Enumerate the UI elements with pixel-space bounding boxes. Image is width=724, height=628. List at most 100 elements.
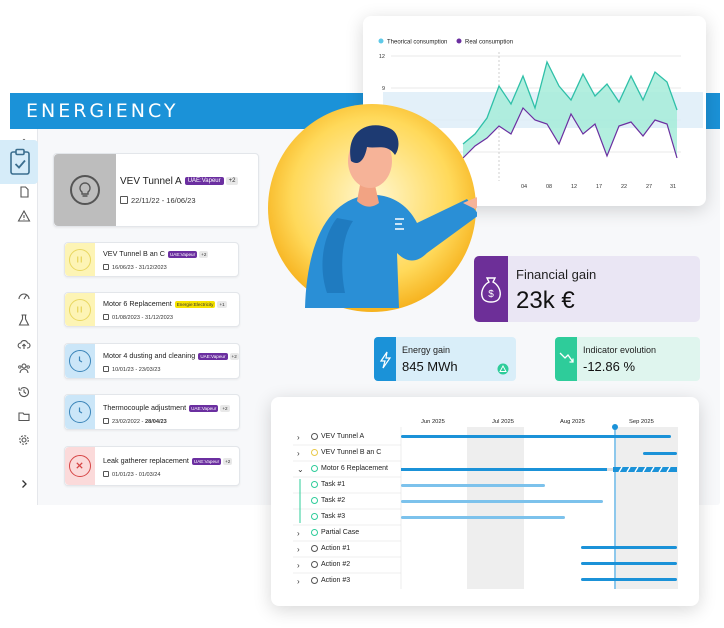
kpi-value: 845 MWh — [402, 359, 458, 374]
pause-icon — [69, 298, 91, 321]
status-badge — [65, 293, 95, 326]
gantt-row[interactable]: › Partial Case — [293, 526, 401, 542]
y-tick-label: 12 — [379, 54, 385, 60]
sidebar-item-projects-active[interactable] — [0, 140, 38, 184]
presenter-illustration — [268, 104, 477, 312]
gantt-row[interactable]: › Action #2 — [293, 558, 401, 574]
status-badge — [65, 344, 95, 378]
month-header: Aug 2025 — [560, 419, 585, 425]
chevron-right-icon[interactable] — [17, 477, 31, 491]
gantt-row[interactable]: Task #1 — [293, 478, 401, 494]
x-tick-label: 31 — [670, 184, 676, 190]
project-title-text: VEV Tunnel B an C — [103, 249, 165, 258]
project-title-text: Leak gatherer replacement — [103, 456, 189, 465]
warning-icon[interactable] — [17, 209, 31, 223]
calendar-icon — [120, 196, 128, 204]
chevron-down-icon[interactable]: ⌄ — [297, 465, 304, 474]
more-tags-badge[interactable]: +2 — [225, 177, 239, 186]
project-card[interactable]: Leak gatherer replacement UAE:Vapeur +2 01… — [64, 446, 240, 486]
check-icon — [311, 529, 318, 536]
chevron-right-icon[interactable]: › — [297, 561, 300, 570]
flask-icon[interactable] — [17, 313, 31, 327]
chevron-right-icon[interactable]: › — [297, 545, 300, 554]
status-icon — [311, 433, 318, 440]
series-real-line — [462, 106, 678, 159]
project-card[interactable]: VEV Tunnel B an C UAE:Vapeur +2 16/06/23 -… — [64, 242, 239, 277]
gantt-row-label: Task #2 — [321, 497, 346, 504]
month-header: Jul 2025 — [492, 419, 514, 425]
money-bag-icon: $ — [474, 256, 508, 322]
presenter-hair — [350, 125, 399, 164]
project-title-text: Motor 4 dusting and cleaning — [103, 351, 196, 360]
status-icon — [311, 545, 318, 552]
calendar-icon — [103, 471, 109, 477]
more-tags-badge[interactable]: +2 — [199, 250, 209, 258]
area-fill — [463, 62, 677, 158]
cloud-upload-icon[interactable] — [17, 337, 31, 351]
gantt-row[interactable]: › Action #3 — [293, 574, 401, 590]
kpi-label: Indicator evolution — [583, 345, 657, 355]
project-dates: 23/02/2022 - 28/04/23 — [103, 418, 167, 425]
month-header: Jun 2025 — [421, 419, 445, 425]
presenter-neck — [357, 185, 379, 207]
project-dates: 22/11/22 - 16/06/23 — [120, 196, 196, 205]
check-icon — [311, 513, 318, 520]
tag: UAE:Vapeur — [191, 457, 222, 465]
gantt-row[interactable]: › Action #1 — [293, 542, 401, 558]
more-tags-badge[interactable]: +2 — [229, 352, 239, 360]
project-card[interactable]: Motor 4 dusting and cleaning UAE:Vapeur +2… — [64, 343, 240, 379]
gantt-row-label: VEV Tunnel A — [321, 433, 365, 440]
users-icon[interactable] — [17, 361, 31, 375]
project-title: VEV Tunnel A UAE:Vapeur +2 — [120, 176, 239, 187]
more-tags-badge[interactable]: +2 — [223, 457, 233, 465]
x-tick-label: 27 — [646, 184, 652, 190]
svg-text:$: $ — [488, 289, 494, 300]
indicator-evolution-card: Indicator evolution -12.86 % — [555, 337, 700, 381]
x-tick-label: 08 — [546, 184, 552, 190]
x-axis-ticks: 04 08 12 17 22 27 31 — [521, 184, 676, 190]
project-title: Motor 6 Replacement Energie:Electricity +1 — [103, 299, 227, 308]
gauge-icon[interactable] — [17, 289, 31, 303]
dates-end-text: 28/04/23 — [144, 419, 167, 425]
gantt-row-label: Action #2 — [321, 561, 351, 568]
chevron-right-icon[interactable]: › — [297, 529, 300, 538]
folder-icon[interactable] — [17, 409, 31, 423]
chevron-right-icon[interactable]: › — [297, 449, 300, 458]
gantt-row[interactable]: Task #2 — [293, 494, 401, 510]
document-icon[interactable] — [17, 185, 31, 199]
gantt-row-label: Task #1 — [321, 481, 346, 488]
project-dates: 01/08/2023 - 31/12/2023 — [103, 314, 173, 321]
project-card[interactable]: Thermocouple adjustment UAE:Vapeur +2 23/0… — [64, 394, 240, 430]
more-tags-badge[interactable]: +1 — [217, 300, 227, 308]
dates-text: 10/01/23 - 23/03/23 — [112, 367, 161, 373]
today-marker[interactable] — [612, 424, 618, 430]
chevron-right-icon[interactable]: › — [297, 433, 300, 442]
clock-icon — [69, 350, 91, 372]
app-logo[interactable]: ENERGIENCY — [26, 100, 179, 122]
history-icon[interactable] — [17, 385, 31, 399]
status-badge — [65, 395, 95, 429]
legend-label-theorical: Theorical consumption — [387, 40, 447, 46]
status-badge — [65, 447, 95, 485]
lightbulb-icon — [70, 175, 100, 205]
check-icon — [311, 497, 318, 504]
gantt-row[interactable]: › VEV Tunnel A — [293, 430, 401, 446]
chevron-right-icon[interactable]: › — [297, 577, 300, 586]
project-dates: 01/01/23 - 01/03/24 — [103, 471, 161, 478]
gantt-row[interactable]: ⌄ Motor 6 Replacement — [293, 462, 401, 478]
x-tick-label: 22 — [621, 184, 627, 190]
gantt-row[interactable]: Task #3 — [293, 510, 401, 526]
project-title: Leak gatherer replacement UAE:Vapeur +2 — [103, 456, 233, 465]
gantt-row[interactable]: › VEV Tunnel B an C — [293, 446, 401, 462]
clipboard-check-icon — [10, 148, 30, 175]
legend-marker-real — [456, 38, 462, 44]
project-title-text: VEV Tunnel A — [120, 176, 182, 187]
x-tick-label: 04 — [521, 184, 527, 190]
project-card[interactable]: Motor 6 Replacement Energie:Electricity +1… — [64, 292, 240, 327]
settings-icon[interactable] — [17, 433, 31, 447]
project-card-featured[interactable]: VEV Tunnel A UAE:Vapeur +2 22/11/22 - 16/0… — [53, 153, 259, 227]
more-tags-badge[interactable]: +2 — [220, 404, 230, 412]
project-title: VEV Tunnel B an C UAE:Vapeur +2 — [103, 249, 209, 258]
gantt-row-label: Motor 6 Replacement — [321, 465, 388, 472]
